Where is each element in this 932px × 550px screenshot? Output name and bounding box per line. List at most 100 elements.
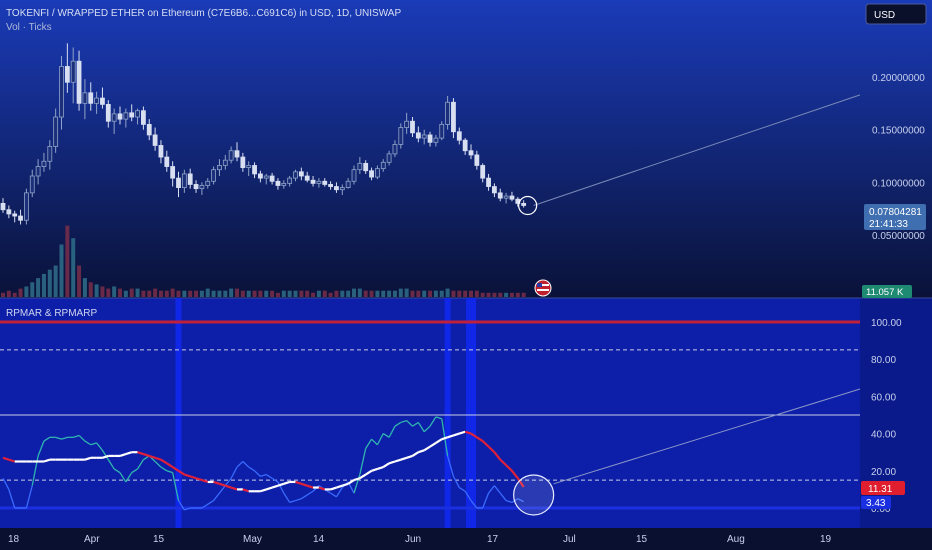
volume-bar [515,292,520,297]
moving-average-segment [470,432,478,439]
oscillator-projection-line [553,388,861,485]
price-chart [0,43,861,225]
candle-body [111,113,117,122]
candle-body [0,202,6,211]
moving-average-segment [341,482,349,487]
candle-body [380,161,386,170]
volume-bar [392,290,397,297]
volume-bar [311,292,316,297]
volume-bar [299,290,304,297]
oscillator-title: RPMAR & RPMARP [6,308,97,319]
moving-average-segment [447,434,454,439]
oscillator-line-segment [371,438,378,446]
moving-average-segment [2,456,10,461]
moving-average-segment [318,486,326,491]
candle-body [199,185,205,190]
candle-body [181,173,187,188]
volume-bar [416,290,421,297]
candle-body [427,134,433,143]
moving-average-segment [365,469,373,476]
time-axis-tick-label: Jun [405,534,421,545]
candle-body [281,182,287,186]
candle-body [410,120,415,134]
oscillator-axis-tick-label: 0.00 [871,504,891,515]
volume-bar [82,278,87,297]
time-axis-tick-label: 14 [313,534,325,545]
moving-average-segment [476,436,484,442]
volume-bar [153,288,158,297]
candle-body [456,131,462,141]
oscillator-line-segment [160,466,168,472]
oscillator-line-segment [458,486,466,492]
oscillator-panel-background [0,298,860,528]
candle-body [415,132,421,139]
oscillator-line-segment [78,434,86,442]
volume-bar [141,290,146,297]
time-axis-tick-label: Aug [727,534,745,545]
moving-average-segment [154,456,162,461]
us-flag-icon[interactable] [534,279,552,297]
volume-bar [439,290,444,297]
candle-body [94,97,99,104]
oscillator-axis-tick-label: 80.00 [871,355,896,366]
oscillator-line-segment [201,503,209,509]
candle-body [421,134,427,139]
candle-body [12,213,18,217]
price-axis-tick-label: 0.05000000 [872,231,925,242]
moving-average-segment [371,467,378,472]
volume-bar [328,292,333,297]
candle-body [70,60,76,83]
oscillator-line-segment [429,416,437,427]
moving-average-segment [8,458,16,463]
moving-average-segment [377,466,384,470]
volume-bar [346,290,351,297]
oscillator-signal-band [175,298,182,528]
oscillator-line-segment [119,472,127,483]
candle-body [41,160,47,167]
currency-button[interactable]: USD [865,3,927,25]
candle-body [158,145,164,158]
price-projection-line [533,94,861,206]
candle-body [322,180,328,185]
candle-body [47,146,53,162]
oscillator-line-segment [335,487,343,498]
moving-average-segment [242,488,250,493]
volume-bar [275,292,280,297]
moving-average-segment [388,460,396,465]
moving-average-segment [301,482,308,487]
axes: 0.05000000 0.10000000 0.15000000 0.20000000… [8,73,925,545]
oscillator-line-segment [265,473,273,479]
oscillator-line-segment [242,461,250,468]
volume-bar [1,292,5,297]
candle-body [497,192,503,199]
candle-body [53,116,59,147]
volume-bar [135,288,140,297]
oscillator-line-segment [376,433,384,446]
volume-bar [112,286,117,297]
volume-bar [100,286,105,297]
candle-body [217,165,222,171]
price-axis-tick-label: 0.10000000 [872,178,925,189]
moving-average-segment [143,453,150,457]
volume-bar [322,290,327,297]
volume-bar [12,292,17,297]
oscillator-line-segment [166,470,173,474]
volume-bar [123,290,128,297]
oscillator-line-segment [295,498,302,502]
candle-body [240,156,246,168]
moving-average-segment [224,484,232,489]
moving-average-segment [493,451,502,461]
candle-body [328,184,334,187]
volume-bar [188,290,193,297]
oscillator-line-segment [301,494,308,500]
oscillator-line-segment [517,498,524,503]
volume-bar [6,290,11,297]
volume-bar [410,290,415,297]
candle-body [521,202,527,206]
candle-body [445,101,451,125]
oscillator-line-segment [365,438,373,449]
volume-bar [369,290,374,297]
volume-bar [457,290,462,297]
candle-body [369,170,374,178]
volume-bar [94,284,99,297]
